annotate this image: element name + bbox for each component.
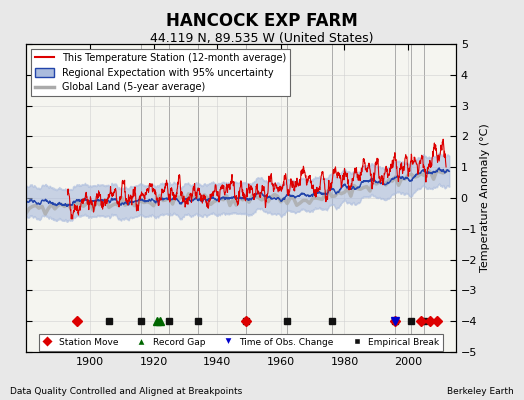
Text: Data Quality Controlled and Aligned at Breakpoints: Data Quality Controlled and Aligned at B… (10, 387, 243, 396)
Text: HANCOCK EXP FARM: HANCOCK EXP FARM (166, 12, 358, 30)
Y-axis label: Temperature Anomaly (°C): Temperature Anomaly (°C) (480, 124, 490, 272)
Legend: Station Move, Record Gap, Time of Obs. Change, Empirical Break: Station Move, Record Gap, Time of Obs. C… (39, 334, 443, 350)
Text: Berkeley Earth: Berkeley Earth (447, 387, 514, 396)
Text: 44.119 N, 89.535 W (United States): 44.119 N, 89.535 W (United States) (150, 32, 374, 45)
